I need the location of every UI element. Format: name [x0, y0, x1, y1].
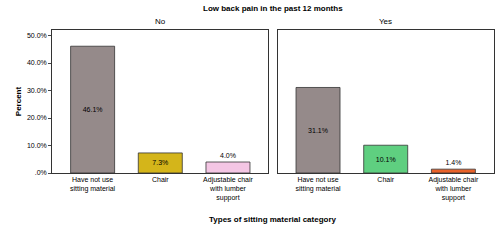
svg-text:46.1%: 46.1%: [83, 106, 103, 113]
svg-text:Adjustable chairwith lumbersup: Adjustable chairwith lumbersupport: [203, 176, 253, 202]
svg-text:40.0%: 40.0%: [27, 59, 47, 66]
svg-text:Percent: Percent: [14, 86, 23, 116]
svg-text:Low back pain in the past 12 m: Low back pain in the past 12 months: [203, 4, 343, 13]
svg-text:30.0%: 30.0%: [27, 87, 47, 94]
svg-text:Yes: Yes: [379, 17, 392, 26]
svg-text:10.0%: 10.0%: [27, 142, 47, 149]
svg-text:Types of sitting material cate: Types of sitting material category: [209, 215, 337, 224]
svg-text:7.3%: 7.3%: [152, 159, 168, 166]
svg-text:31.1%: 31.1%: [308, 127, 328, 134]
svg-text:Have not usesitting material: Have not usesitting material: [295, 176, 341, 193]
svg-text:Chair: Chair: [377, 176, 394, 183]
svg-text:4.0%: 4.0%: [220, 152, 236, 159]
svg-text:20.0%: 20.0%: [27, 114, 47, 121]
svg-text:10.1%: 10.1%: [376, 156, 396, 163]
svg-text:1.4%: 1.4%: [445, 159, 461, 166]
svg-text:Chair: Chair: [152, 176, 169, 183]
svg-text:50.0%: 50.0%: [27, 32, 47, 39]
svg-text:.0%: .0%: [35, 169, 47, 176]
svg-text:No: No: [155, 17, 166, 26]
svg-text:Adjustable chairwith lumbersup: Adjustable chairwith lumbersupport: [428, 176, 478, 202]
svg-text:Have not usesitting material: Have not usesitting material: [70, 176, 116, 193]
